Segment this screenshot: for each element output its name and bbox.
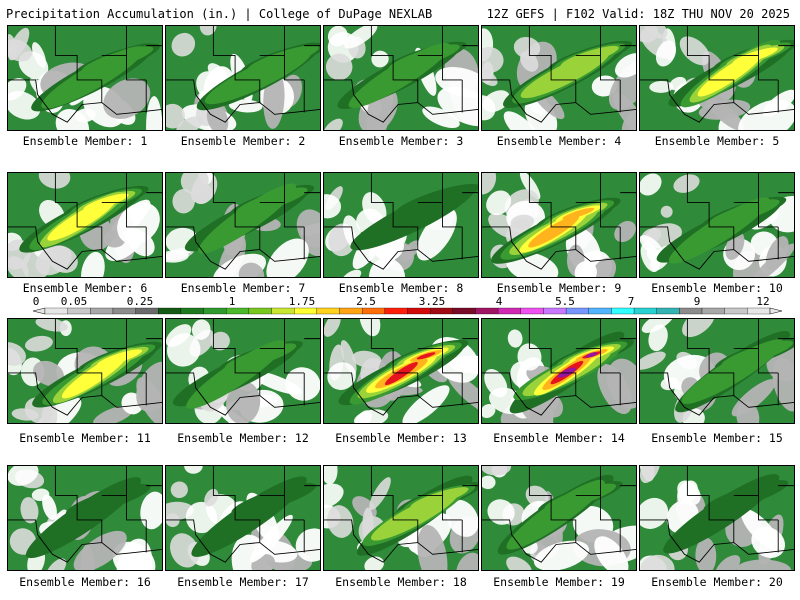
ensemble-member-label: Ensemble Member: 11 — [19, 431, 151, 445]
colorbar-segment — [90, 307, 114, 315]
ensemble-member-map — [165, 25, 321, 131]
colorbar-tick-label: 12 — [756, 296, 769, 308]
ensemble-member-map — [481, 465, 637, 571]
colorbar-tick-label: 0.25 — [127, 296, 154, 308]
colorbar-segment — [588, 307, 612, 315]
ensemble-member-label: Ensemble Member: 13 — [335, 431, 467, 445]
ensemble-member-map — [323, 172, 479, 278]
colorbar-segment — [656, 307, 680, 315]
colorbar-segment — [611, 307, 635, 315]
ensemble-member-map — [7, 465, 163, 571]
ensemble-member-label: Ensemble Member: 18 — [335, 575, 467, 589]
colorbar-segment — [44, 307, 68, 315]
ensemble-member-map — [639, 172, 795, 278]
ensemble-member-label: Ensemble Member: 5 — [654, 134, 780, 148]
ensemble-member-map — [7, 25, 163, 131]
ensemble-member-map — [7, 318, 163, 424]
colorbar-segment — [452, 307, 476, 315]
colorbar-tick-label: 0 — [33, 296, 40, 308]
colorbar-segment — [565, 307, 589, 315]
colorbar-right-arrow — [769, 307, 783, 315]
colorbar-segment — [362, 307, 385, 315]
ensemble-member-label: Ensemble Member: 2 — [180, 134, 306, 148]
ensemble-member-label: Ensemble Member: 20 — [651, 575, 783, 589]
colorbar-tick-label: 1.75 — [289, 296, 316, 308]
colorbar-segment — [158, 307, 182, 315]
ensemble-member-map — [481, 172, 637, 278]
colorbar-tick-label: 7 — [628, 296, 635, 308]
colorbar-segment — [135, 307, 159, 315]
map-title: Precipitation Accumulation (in.) | Colle… — [6, 7, 433, 21]
colorbar-segment — [724, 307, 748, 315]
colorbar-segment — [633, 307, 657, 315]
colorbar-segment — [679, 307, 703, 315]
colorbar-segment — [543, 307, 567, 315]
colorbar-segment — [203, 307, 227, 315]
precip-colorbar: 0 0.05 0.25 1 1.75 2.5 3.25 4 5.5 7 9 12 — [32, 296, 783, 315]
ensemble-member-map — [165, 465, 321, 571]
colorbar-segment — [407, 307, 431, 315]
colorbar-segment — [384, 307, 408, 315]
ensemble-member-map — [481, 318, 637, 424]
ensemble-member-label: Ensemble Member: 8 — [338, 281, 464, 295]
ensemble-member-label: Ensemble Member: 14 — [493, 431, 625, 445]
ensemble-member-map — [323, 318, 479, 424]
ensemble-member-label: Ensemble Member: 7 — [180, 281, 306, 295]
colorbar-tick-label: 5.5 — [555, 296, 575, 308]
ensemble-member-label: Ensemble Member: 16 — [19, 575, 151, 589]
colorbar-segment — [180, 307, 204, 315]
colorbar-segment — [701, 307, 725, 315]
ensemble-member-label: Ensemble Member: 4 — [496, 134, 622, 148]
colorbar-segment — [271, 307, 295, 315]
ensemble-member-label: Ensemble Member: 10 — [651, 281, 783, 295]
colorbar-tick-label: 2.5 — [356, 296, 376, 308]
colorbar-segment — [430, 307, 453, 315]
colorbar-segment — [497, 307, 521, 315]
colorbar-segment — [248, 307, 272, 315]
ensemble-member-map — [639, 25, 795, 131]
colorbar-segment — [475, 307, 499, 315]
colorbar-segment — [520, 307, 544, 315]
ensemble-member-map — [165, 172, 321, 278]
ensemble-member-map — [165, 318, 321, 424]
colorbar-tick-label: 1 — [229, 296, 236, 308]
colorbar-segment — [112, 307, 136, 315]
ensemble-member-map — [323, 465, 479, 571]
ensemble-member-label: Ensemble Member: 3 — [338, 134, 464, 148]
ensemble-member-label: Ensemble Member: 6 — [22, 281, 148, 295]
ensemble-member-label: Ensemble Member: 17 — [177, 575, 309, 589]
colorbar-tick-label: 3.25 — [419, 296, 446, 308]
colorbar-segment — [339, 307, 363, 315]
ensemble-member-map — [639, 465, 795, 571]
ensemble-member-map — [7, 172, 163, 278]
colorbar-left-arrow — [32, 307, 46, 315]
colorbar-tick-label: 4 — [496, 296, 503, 308]
colorbar-segment — [316, 307, 340, 315]
colorbar-segment — [747, 307, 771, 315]
ensemble-member-map — [481, 25, 637, 131]
ensemble-member-label: Ensemble Member: 19 — [493, 575, 625, 589]
model-run-valid-time: 12Z GEFS | F102 Valid: 18Z THU NOV 20 20… — [486, 7, 790, 21]
colorbar-tick-label: 0.05 — [61, 296, 88, 308]
colorbar-segment — [294, 307, 318, 315]
colorbar-tick-label: 9 — [694, 296, 701, 308]
ensemble-member-label: Ensemble Member: 15 — [651, 431, 783, 445]
ensemble-member-label: Ensemble Member: 12 — [177, 431, 309, 445]
ensemble-member-map — [639, 318, 795, 424]
ensemble-member-map — [323, 25, 479, 131]
ensemble-member-label: Ensemble Member: 1 — [22, 134, 148, 148]
ensemble-member-label: Ensemble Member: 9 — [496, 281, 622, 295]
colorbar-segment — [226, 307, 250, 315]
colorbar-segment — [67, 307, 91, 315]
